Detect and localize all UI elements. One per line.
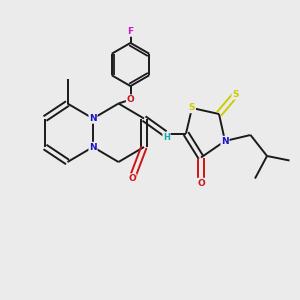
Text: O: O [127, 95, 134, 104]
Text: F: F [128, 27, 134, 36]
Text: N: N [89, 114, 97, 123]
Text: N: N [89, 142, 97, 152]
Text: S: S [232, 90, 239, 99]
Text: O: O [128, 174, 136, 183]
Text: N: N [221, 136, 229, 146]
Text: H: H [163, 133, 170, 142]
Text: O: O [197, 178, 205, 188]
Text: S: S [189, 103, 195, 112]
